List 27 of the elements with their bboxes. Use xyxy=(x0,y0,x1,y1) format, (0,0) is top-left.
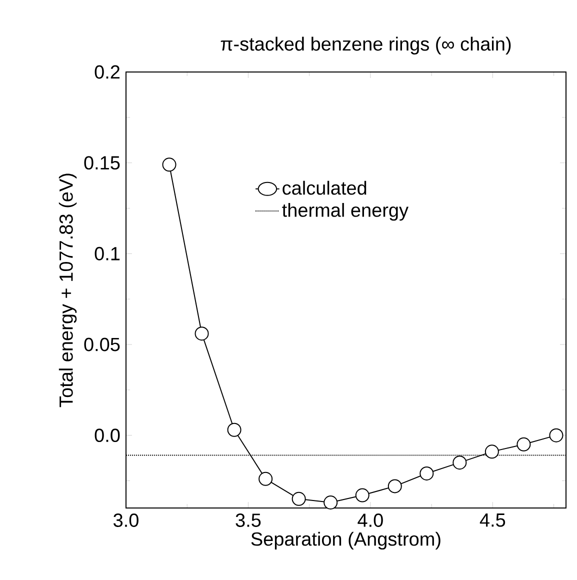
point xyxy=(549,428,564,442)
x-tick-label: 4.0 xyxy=(358,514,383,527)
chart-title: π-stacked benzene rings (∞ chain) xyxy=(220,36,511,54)
y-tick-label: 0.0 xyxy=(94,428,120,442)
y-tick-label: 0.15 xyxy=(84,156,120,170)
y-tick-label: 0.1 xyxy=(94,246,120,260)
point xyxy=(324,496,338,510)
y-tick-label: 0.2 xyxy=(94,65,120,79)
x-axis-title: Separation (Angstrom) xyxy=(251,532,440,550)
legend-label: calculated xyxy=(282,180,366,195)
point xyxy=(484,444,499,459)
point xyxy=(227,422,242,437)
x-tick-label: 4.5 xyxy=(480,514,506,527)
y-axis-title: Total energy + 1077.83 (eV) xyxy=(58,174,77,408)
point xyxy=(258,472,273,486)
point xyxy=(194,326,209,341)
x-tick-label: 3.0 xyxy=(114,514,138,527)
point xyxy=(388,479,402,494)
point xyxy=(292,492,306,506)
point xyxy=(420,466,434,480)
legend-label: thermal energy xyxy=(282,202,408,221)
point xyxy=(516,437,531,452)
y-tick-label: 0.05 xyxy=(84,338,120,352)
point xyxy=(355,488,370,502)
x-tick-label: 3.5 xyxy=(236,514,261,527)
point xyxy=(452,456,467,470)
point xyxy=(162,158,176,172)
